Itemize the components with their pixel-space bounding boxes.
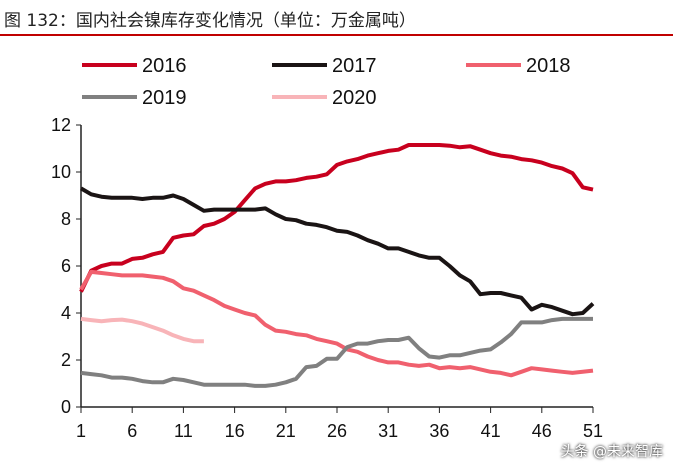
x-tick-label: 31 — [378, 421, 398, 441]
y-tick-label: 12 — [51, 115, 71, 135]
x-tick-label: 41 — [481, 421, 501, 441]
series-line-2016 — [79, 143, 594, 293]
legend-label-2017: 2017 — [332, 55, 377, 77]
x-tick-label: 51 — [583, 421, 603, 441]
watermark: 头条 @未来智库 — [560, 444, 663, 460]
x-tick-label: 21 — [276, 421, 296, 441]
y-tick-label: 8 — [61, 209, 71, 229]
series-line-2018 — [79, 269, 594, 378]
legend-label-2018: 2018 — [526, 55, 571, 77]
x-tick-label: 6 — [127, 421, 137, 441]
series-line-2020 — [80, 316, 204, 344]
series-line-2019 — [80, 316, 593, 388]
x-tick-label: 1 — [76, 421, 86, 441]
y-tick-label: 6 — [61, 256, 71, 276]
x-tick-label: 46 — [532, 421, 552, 441]
chart-title: 图 132：国内社会镍库存变化情况（单位：万金属吨） — [4, 11, 416, 31]
x-tick-label: 16 — [225, 421, 245, 441]
x-tick-label: 26 — [327, 421, 347, 441]
legend-label-2016: 2016 — [142, 55, 187, 77]
legend-label-2020: 2020 — [332, 87, 377, 109]
y-tick-label: 2 — [61, 350, 71, 370]
x-tick-label: 36 — [429, 421, 449, 441]
legend-label-2019: 2019 — [142, 87, 187, 109]
series-line-2017 — [79, 186, 595, 317]
y-tick-label: 4 — [61, 303, 71, 323]
y-tick-label: 10 — [51, 162, 71, 182]
y-tick-label: 0 — [61, 397, 71, 417]
title-divider — [0, 34, 673, 36]
x-tick-label: 11 — [174, 421, 193, 441]
